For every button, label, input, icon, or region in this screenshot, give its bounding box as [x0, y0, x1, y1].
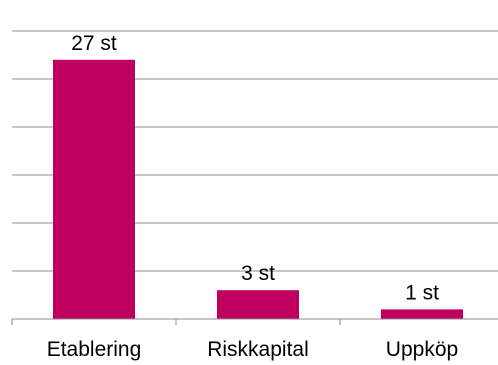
bar-riskkapital: [217, 290, 299, 319]
category-label: Etablering: [47, 338, 142, 361]
data-label: 3 st: [241, 262, 275, 285]
data-label: 27 st: [71, 32, 117, 55]
data-label: 1 st: [405, 281, 439, 304]
bar-uppköp: [381, 309, 463, 319]
x-axis-ticks: [11, 319, 341, 325]
data-labels: 27 st 3 st 1 st: [71, 32, 439, 305]
bar-etablering: [53, 59, 135, 320]
category-label: Riskkapital: [207, 338, 309, 361]
bars: [53, 59, 463, 320]
category-labels: Etablering Riskkapital Uppköp: [47, 338, 458, 361]
category-label: Uppköp: [386, 338, 458, 361]
